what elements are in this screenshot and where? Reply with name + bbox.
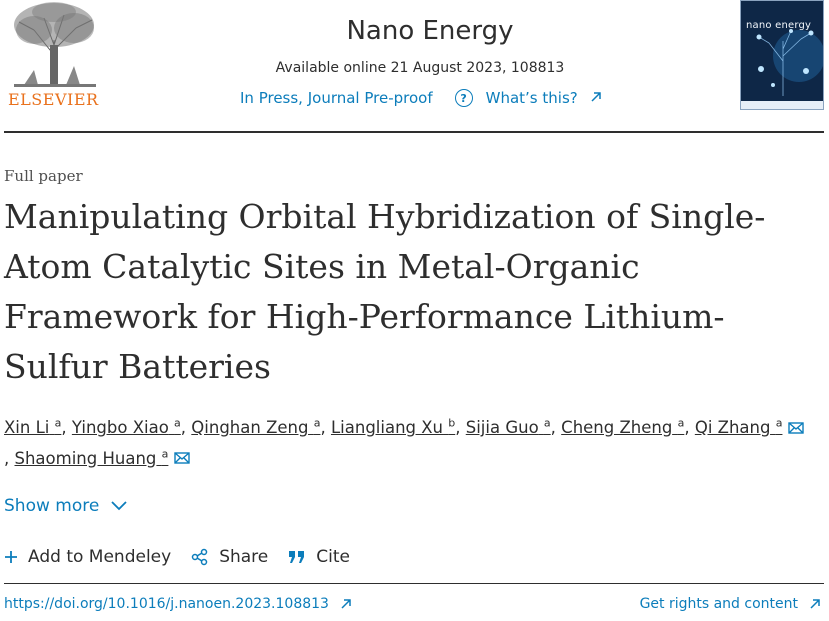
publisher-name: ELSEVIER <box>8 90 99 109</box>
plus-icon <box>4 550 18 564</box>
availability-info: Available online 21 August 2023, 108813 <box>275 60 565 76</box>
add-mendeley-label: Add to Mendeley <box>28 547 172 567</box>
external-link-icon <box>340 598 352 610</box>
journal-title[interactable]: Nano Energy <box>346 16 514 46</box>
author-name: Xin Li <box>4 418 50 437</box>
rights-link[interactable]: Get rights and content <box>640 596 821 612</box>
chevron-down-icon <box>111 496 127 516</box>
author-affiliation: a <box>677 416 685 430</box>
author-affiliation: a <box>174 416 181 430</box>
author-separator: , <box>320 418 331 437</box>
add-to-mendeley-button[interactable]: Add to Mendeley <box>4 547 171 567</box>
author-affiliation: a <box>161 447 169 460</box>
external-link-icon <box>590 89 602 107</box>
show-more-label: Show more <box>4 496 100 516</box>
doi-link[interactable]: https://doi.org/10.1016/j.nanoen.2023.10… <box>4 596 352 612</box>
author-link[interactable]: Xin Li a <box>4 416 62 438</box>
email-icon[interactable] <box>788 414 805 444</box>
author-affiliation: a <box>54 416 62 430</box>
author-separator: , <box>550 418 562 437</box>
cover-journal-title: nano energy <box>746 20 812 31</box>
author-affiliation: b <box>448 416 456 430</box>
author-name: Liangliang Xu <box>330 418 444 437</box>
author-separator: , <box>4 448 15 468</box>
share-button[interactable]: Share <box>191 547 268 567</box>
author-affiliation: a <box>775 416 783 430</box>
author-name: Cheng Zheng <box>561 418 673 437</box>
whats-this-label: What’s this? <box>485 89 578 107</box>
cite-label: Cite <box>316 547 350 567</box>
doi-text: https://doi.org/10.1016/j.nanoen.2023.10… <box>4 596 329 612</box>
external-link-icon <box>809 598 821 610</box>
quote-icon <box>288 550 306 564</box>
author-link[interactable]: Qinghan Zeng a <box>191 416 321 438</box>
article-header: ELSEVIER Nano Energy Available online 21… <box>0 0 829 131</box>
article-title: Manipulating Orbital Hybridization of Si… <box>4 197 766 386</box>
cite-button[interactable]: Cite <box>288 547 350 567</box>
author-separator: , <box>455 418 466 437</box>
author-name: Qinghan Zeng <box>191 418 309 437</box>
question-icon: ? <box>454 89 473 107</box>
whats-this-link[interactable]: ? What’s this? <box>454 89 602 107</box>
author-list: Xin Li a, Yingbo Xiao a, Qinghan Zeng a,… <box>4 413 824 474</box>
press-status-row: In Press, Journal Pre-proof ? What’s thi… <box>240 87 602 109</box>
journal-cover-image[interactable]: nano energy <box>740 0 824 110</box>
email-icon[interactable] <box>174 444 191 474</box>
author-link[interactable]: Shaoming Huang a <box>14 447 169 468</box>
show-more-toggle[interactable]: Show more <box>4 496 127 516</box>
author-link[interactable]: Qi Zhang a <box>694 416 783 438</box>
author-separator: , <box>684 418 695 437</box>
author-name: Shaoming Huang <box>14 448 157 468</box>
share-label: Share <box>219 547 269 567</box>
elsevier-logo[interactable]: ELSEVIER <box>4 0 104 110</box>
author-link[interactable]: Cheng Zheng a <box>561 416 685 438</box>
author-affiliation: a <box>543 416 551 430</box>
share-icon <box>191 548 209 566</box>
rights-text: Get rights and content <box>639 596 798 612</box>
author-link[interactable]: Yingbo Xiao a <box>71 416 181 438</box>
footer-divider <box>4 583 824 584</box>
header-divider <box>4 131 824 133</box>
author-separator: , <box>61 418 72 437</box>
article-actions: Add to Mendeley Share Cite <box>4 545 370 569</box>
author-separator: , <box>180 418 192 437</box>
author-name: Qi Zhang <box>694 418 771 437</box>
author-name: Sijia Guo <box>465 418 539 437</box>
author-affiliation: a <box>313 416 321 430</box>
cover-art-icon <box>741 1 823 109</box>
status-link[interactable]: In Press, Journal Pre-proof <box>240 89 433 107</box>
article-type-label: Full paper <box>4 167 83 185</box>
author-link[interactable]: Liangliang Xu b <box>330 416 456 438</box>
author-link[interactable]: Sijia Guo a <box>465 416 551 438</box>
tree-logo-icon <box>4 0 104 88</box>
author-name: Yingbo Xiao <box>71 418 169 437</box>
